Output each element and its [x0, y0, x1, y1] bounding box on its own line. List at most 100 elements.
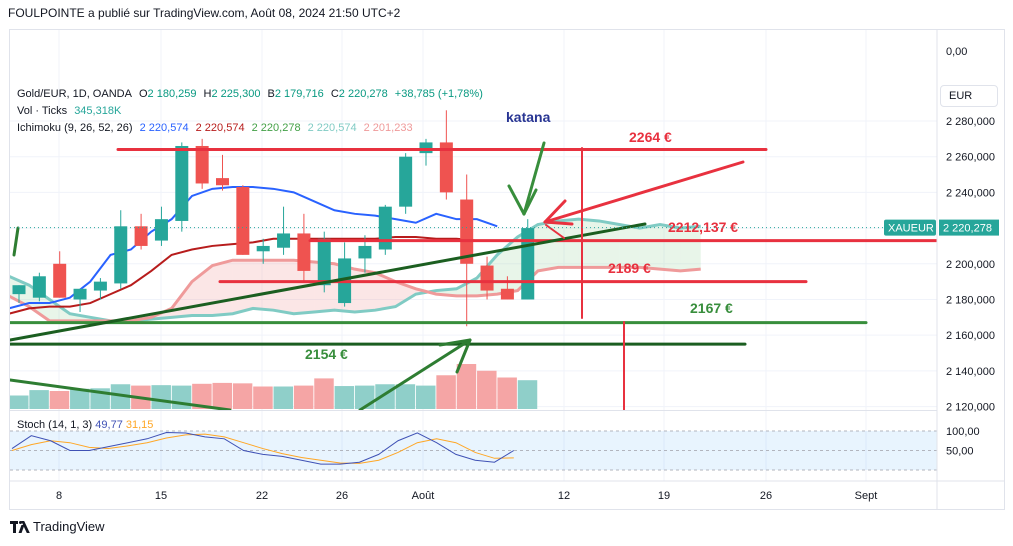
x-tick-label: 8: [56, 490, 62, 502]
volume-bar: [497, 377, 517, 409]
trend-line: [10, 222, 647, 342]
stoch-d-value: 31,15: [125, 419, 154, 431]
currency-selector[interactable]: EUR: [940, 85, 998, 107]
arrow-red-head-1: [543, 199, 567, 224]
y-tick-label: 2 160,000: [946, 330, 995, 342]
legend-low: 2 179,716: [274, 88, 324, 100]
candle-body: [134, 226, 148, 246]
x-tick-label: 26: [760, 490, 772, 502]
candle-body: [154, 219, 168, 241]
candle-body: [73, 288, 87, 300]
candle-body: [93, 281, 107, 291]
volume-bar: [212, 382, 232, 409]
level-label-2264: 2264 €: [629, 129, 672, 145]
arrow-red-shaft: [543, 160, 745, 224]
candle-body: [460, 199, 474, 264]
legend-ichimoku-chikou: 2 220,278: [251, 122, 301, 134]
chart-frame: [9, 29, 1005, 510]
legend-ichimoku-tenkan: 2 220,574: [139, 122, 189, 134]
stoch-legend: Stoch (14, 1, 3) 49,77 31,15: [17, 419, 153, 431]
volume-bar: [395, 384, 416, 409]
arrow-green-up-head-2: [455, 338, 472, 374]
volume-bar: [293, 385, 314, 409]
level-label-2167: 2167 €: [690, 300, 733, 316]
volume-bar: [436, 375, 456, 409]
volume-bar: [334, 386, 355, 409]
volume-bar: [151, 385, 171, 409]
legend-high: 2 225,300: [211, 88, 261, 100]
cloud-segment: [212, 260, 233, 316]
legend-ichimoku-label: Ichimoku (9, 26, 52, 26): [17, 122, 133, 134]
arrow-green-shaft: [522, 141, 546, 216]
candle-body: [12, 285, 26, 295]
annotation-mark: [545, 224, 565, 239]
y-tick-label: 2 140,000: [946, 366, 995, 378]
cloud-segment: [578, 219, 599, 268]
volume-bar: [10, 395, 29, 409]
level-label-2189: 2189 €: [608, 260, 651, 276]
legend-row-ichimoku: Ichimoku (9, 26, 52, 26) 2 220,574 2 220…: [17, 120, 487, 137]
candle-body: [277, 233, 291, 248]
volume-bar: [253, 386, 273, 409]
candle-body: [521, 228, 535, 300]
arrow-green-head-2: [522, 188, 538, 216]
candle-body: [256, 245, 270, 252]
volume-bar: [314, 378, 334, 409]
candle-body: [216, 178, 229, 186]
volume-bar: [192, 383, 212, 409]
volume-bar: [70, 388, 90, 409]
candle-body: [236, 187, 250, 255]
x-tick-label: 15: [155, 490, 167, 502]
ichimoku-tenkan: [10, 186, 498, 310]
katana-label: katana: [506, 109, 551, 125]
y-tick-label: 2 260,000: [946, 152, 995, 164]
y-top-label: 0,00: [946, 46, 967, 58]
x-tick-label: Août: [412, 490, 435, 502]
candle-body: [195, 145, 209, 184]
candle-body: [419, 142, 433, 154]
cloud-segment: [354, 269, 376, 312]
candle-body: [53, 263, 67, 298]
cloud-segment: [680, 226, 701, 271]
cloud-segment: [639, 224, 661, 270]
level-label-2154: 2154 €: [305, 346, 348, 362]
candle-body: [297, 233, 311, 271]
candle-body: [317, 238, 331, 286]
stoch-k-value: 49,77: [95, 419, 123, 431]
ichimoku-span-b: [10, 258, 701, 323]
legend-symbol: Gold/EUR, 1D, OANDA: [17, 88, 132, 100]
cloud-segment: [660, 224, 681, 271]
candle-body: [399, 156, 413, 207]
stoch-axis-50: 50,00: [946, 446, 974, 458]
cloud-segment: [253, 260, 274, 311]
volume-bar: [477, 370, 497, 409]
cloud-segment: [558, 219, 579, 268]
arrow-green-head-1: [507, 184, 526, 216]
arrow-green-up-head-1: [438, 338, 472, 347]
stoch-axis-100: 100,00: [946, 426, 980, 438]
candle-body: [378, 206, 392, 250]
legend-open: 2 180,259: [147, 88, 197, 100]
last-price-bg: [939, 219, 999, 236]
legend-ichimoku-span-a: 2 220,574: [307, 122, 357, 134]
footer-brand[interactable]: TradingView: [10, 519, 105, 534]
candle-body: [439, 142, 453, 193]
symbol-tag: XAUEUR: [888, 223, 934, 235]
x-tick-label: Sept: [855, 490, 878, 502]
legend-volume-value: 345,318K: [74, 105, 122, 117]
arrow-green-up-shaft: [358, 338, 472, 410]
cloud-segment: [619, 224, 640, 268]
candle-body: [114, 226, 128, 284]
legend-close: 2 220,278: [338, 88, 388, 100]
volume-bar: [273, 386, 294, 409]
x-tick-label: 12: [558, 490, 570, 502]
arrow-red-head-2: [543, 220, 574, 226]
y-tick-label: 2 120,000: [946, 402, 995, 414]
legend-row-price: Gold/EUR, 1D, OANDA O2 180,259 H2 225,30…: [17, 88, 483, 100]
legend-change: +38,785 (+1,78%): [394, 88, 483, 100]
stoch-k-line: [11, 432, 515, 465]
chart-legend: Gold/EUR, 1D, OANDA O2 180,259 H2 225,30…: [17, 86, 487, 137]
level-label-2212: 2212,137 €: [668, 219, 738, 235]
trend-line-lower: [10, 378, 232, 410]
